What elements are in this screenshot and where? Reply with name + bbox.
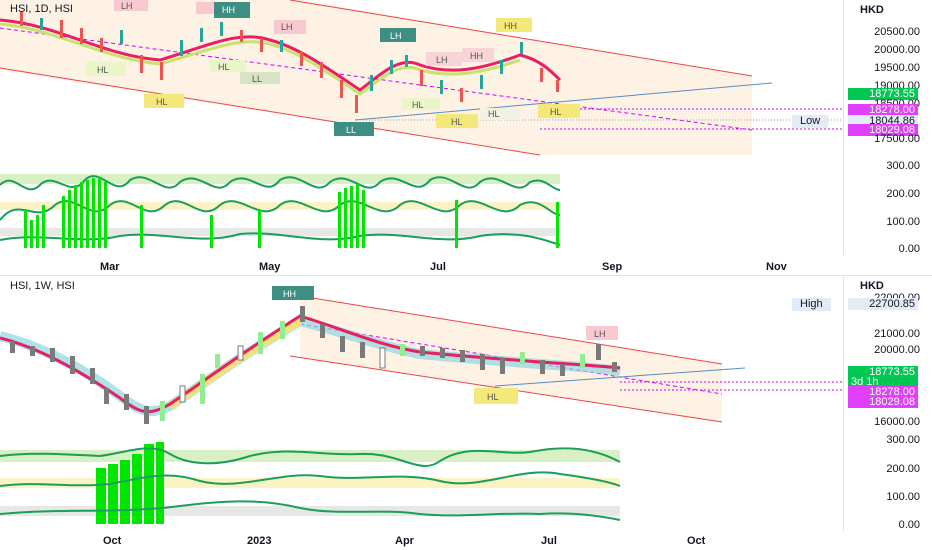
- weekly-osc-band-high: [0, 450, 620, 462]
- weekly-osc-band-low: [0, 506, 620, 516]
- weekly-swing-labels: HH LH HL: [272, 286, 618, 404]
- daily-support-line: [354, 82, 773, 121]
- svg-text:LH: LH: [594, 329, 606, 339]
- svg-text:LH: LH: [436, 55, 448, 65]
- weekly-channel-top: [299, 295, 723, 365]
- svg-text:HL: HL: [218, 62, 230, 72]
- weekly-osc-0: 0.00: [898, 519, 920, 531]
- weekly-osc-300: 300.00: [886, 434, 920, 446]
- daily-osc-bars: [24, 178, 559, 248]
- daily-time-jul: Jul: [430, 261, 446, 273]
- weekly-countdown-tag: 3d 1h: [848, 376, 918, 388]
- daily-channel-top: [289, 0, 753, 77]
- weekly-osc-line-3: [0, 500, 621, 521]
- daily-candles: [20, 12, 559, 113]
- svg-text:HH: HH: [283, 289, 296, 299]
- daily-price-17500: 17500.00: [874, 133, 920, 145]
- weekly-osc-line-1: [0, 447, 621, 467]
- daily-price-19500: 19500.00: [874, 62, 920, 74]
- svg-text:LH: LH: [121, 1, 133, 11]
- pane-divider[interactable]: [0, 275, 932, 276]
- daily-osc-300: 300.00: [886, 160, 920, 172]
- weekly-high-value-tag: 22700.85: [848, 298, 918, 310]
- daily-channel-bottom: [0, 67, 541, 156]
- daily-last-price-tag: 18773.55: [848, 88, 918, 100]
- daily-symbol-title: HSI, 1D, HSI: [10, 3, 73, 15]
- daily-chart-canvas[interactable]: LH HH LH HL HL HL LL LL LH LH HH HL HL H…: [0, 0, 932, 275]
- daily-currency-label[interactable]: HKD: [860, 4, 884, 16]
- svg-text:HL: HL: [487, 392, 499, 402]
- weekly-symbol-title: HSI, 1W, HSI: [10, 280, 75, 292]
- daily-osc-100: 100.00: [886, 216, 920, 228]
- daily-osc-0: 0.00: [898, 243, 920, 255]
- svg-text:HL: HL: [550, 107, 562, 117]
- daily-level-tag-18029: 18029.08: [848, 124, 918, 136]
- daily-price-20000: 20000.00: [874, 44, 920, 56]
- daily-time-nov: Nov: [766, 261, 787, 273]
- weekly-price-16000: 16000.00: [874, 416, 920, 428]
- daily-chart-pane[interactable]: LH HH LH HL HL HL LL LL LH LH HH HL HL H…: [0, 0, 932, 275]
- svg-text:HL: HL: [488, 109, 500, 119]
- svg-text:HL: HL: [97, 65, 109, 75]
- weekly-level-tag-18278: 18278.00: [848, 386, 918, 398]
- weekly-time-oct: Oct: [103, 535, 122, 547]
- daily-osc-line-2: [0, 200, 561, 221]
- daily-low-badge: Low: [792, 115, 829, 128]
- svg-text:HL: HL: [156, 97, 168, 107]
- svg-text:HL: HL: [412, 100, 424, 110]
- svg-text:LH: LH: [390, 31, 402, 41]
- svg-text:HH: HH: [222, 5, 235, 15]
- daily-ema-ribbon: [0, 22, 521, 96]
- weekly-osc-bars: [96, 442, 164, 524]
- weekly-level-tag-18029: 18029.08: [848, 396, 918, 408]
- weekly-support-line: [494, 367, 746, 387]
- weekly-osc-band-mid: [0, 478, 620, 488]
- weekly-chart-pane[interactable]: HH LH HL HSI, 1W, HSI HKD 22000.00 High …: [0, 276, 932, 550]
- svg-text:LL: LL: [346, 125, 356, 135]
- daily-osc-band-low: [0, 228, 560, 236]
- weekly-osc-line-2: [0, 471, 621, 487]
- weekly-time-oct2: Oct: [687, 535, 706, 547]
- weekly-price-20000: 20000.00: [874, 344, 920, 356]
- weekly-time-2023: 2023: [247, 535, 272, 547]
- weekly-osc-200: 200.00: [886, 463, 920, 475]
- daily-swing-labels: LH HH LH HL HL HL LL LL LH LH HH HL HL H…: [86, 0, 580, 136]
- weekly-high-badge: High: [792, 298, 831, 311]
- svg-text:HL: HL: [451, 117, 463, 127]
- svg-text:LH: LH: [281, 22, 293, 32]
- weekly-candles: [10, 306, 617, 424]
- daily-osc-line-3: [0, 232, 561, 246]
- daily-time-sep: Sep: [602, 261, 623, 273]
- weekly-osc-100: 100.00: [886, 491, 920, 503]
- weekly-currency-label[interactable]: HKD: [860, 280, 884, 292]
- daily-osc-line-1: [0, 175, 561, 191]
- weekly-time-jul: Jul: [541, 535, 557, 547]
- weekly-ema-line: [0, 314, 621, 414]
- daily-time-mar: Mar: [100, 261, 120, 273]
- weekly-last-price-tag: 18773.55: [848, 366, 918, 378]
- daily-price-20500: 20500.00: [874, 26, 920, 38]
- svg-text:HH: HH: [504, 21, 517, 31]
- daily-level-tag-18278: 18278.00: [848, 104, 918, 116]
- weekly-chart-canvas[interactable]: HH LH HL: [0, 276, 932, 550]
- daily-time-may: May: [259, 261, 281, 273]
- svg-text:LL: LL: [252, 74, 262, 84]
- weekly-time-apr: Apr: [395, 535, 414, 547]
- weekly-price-21000: 21000.00: [874, 328, 920, 340]
- svg-text:HH: HH: [470, 51, 483, 61]
- daily-osc-200: 200.00: [886, 188, 920, 200]
